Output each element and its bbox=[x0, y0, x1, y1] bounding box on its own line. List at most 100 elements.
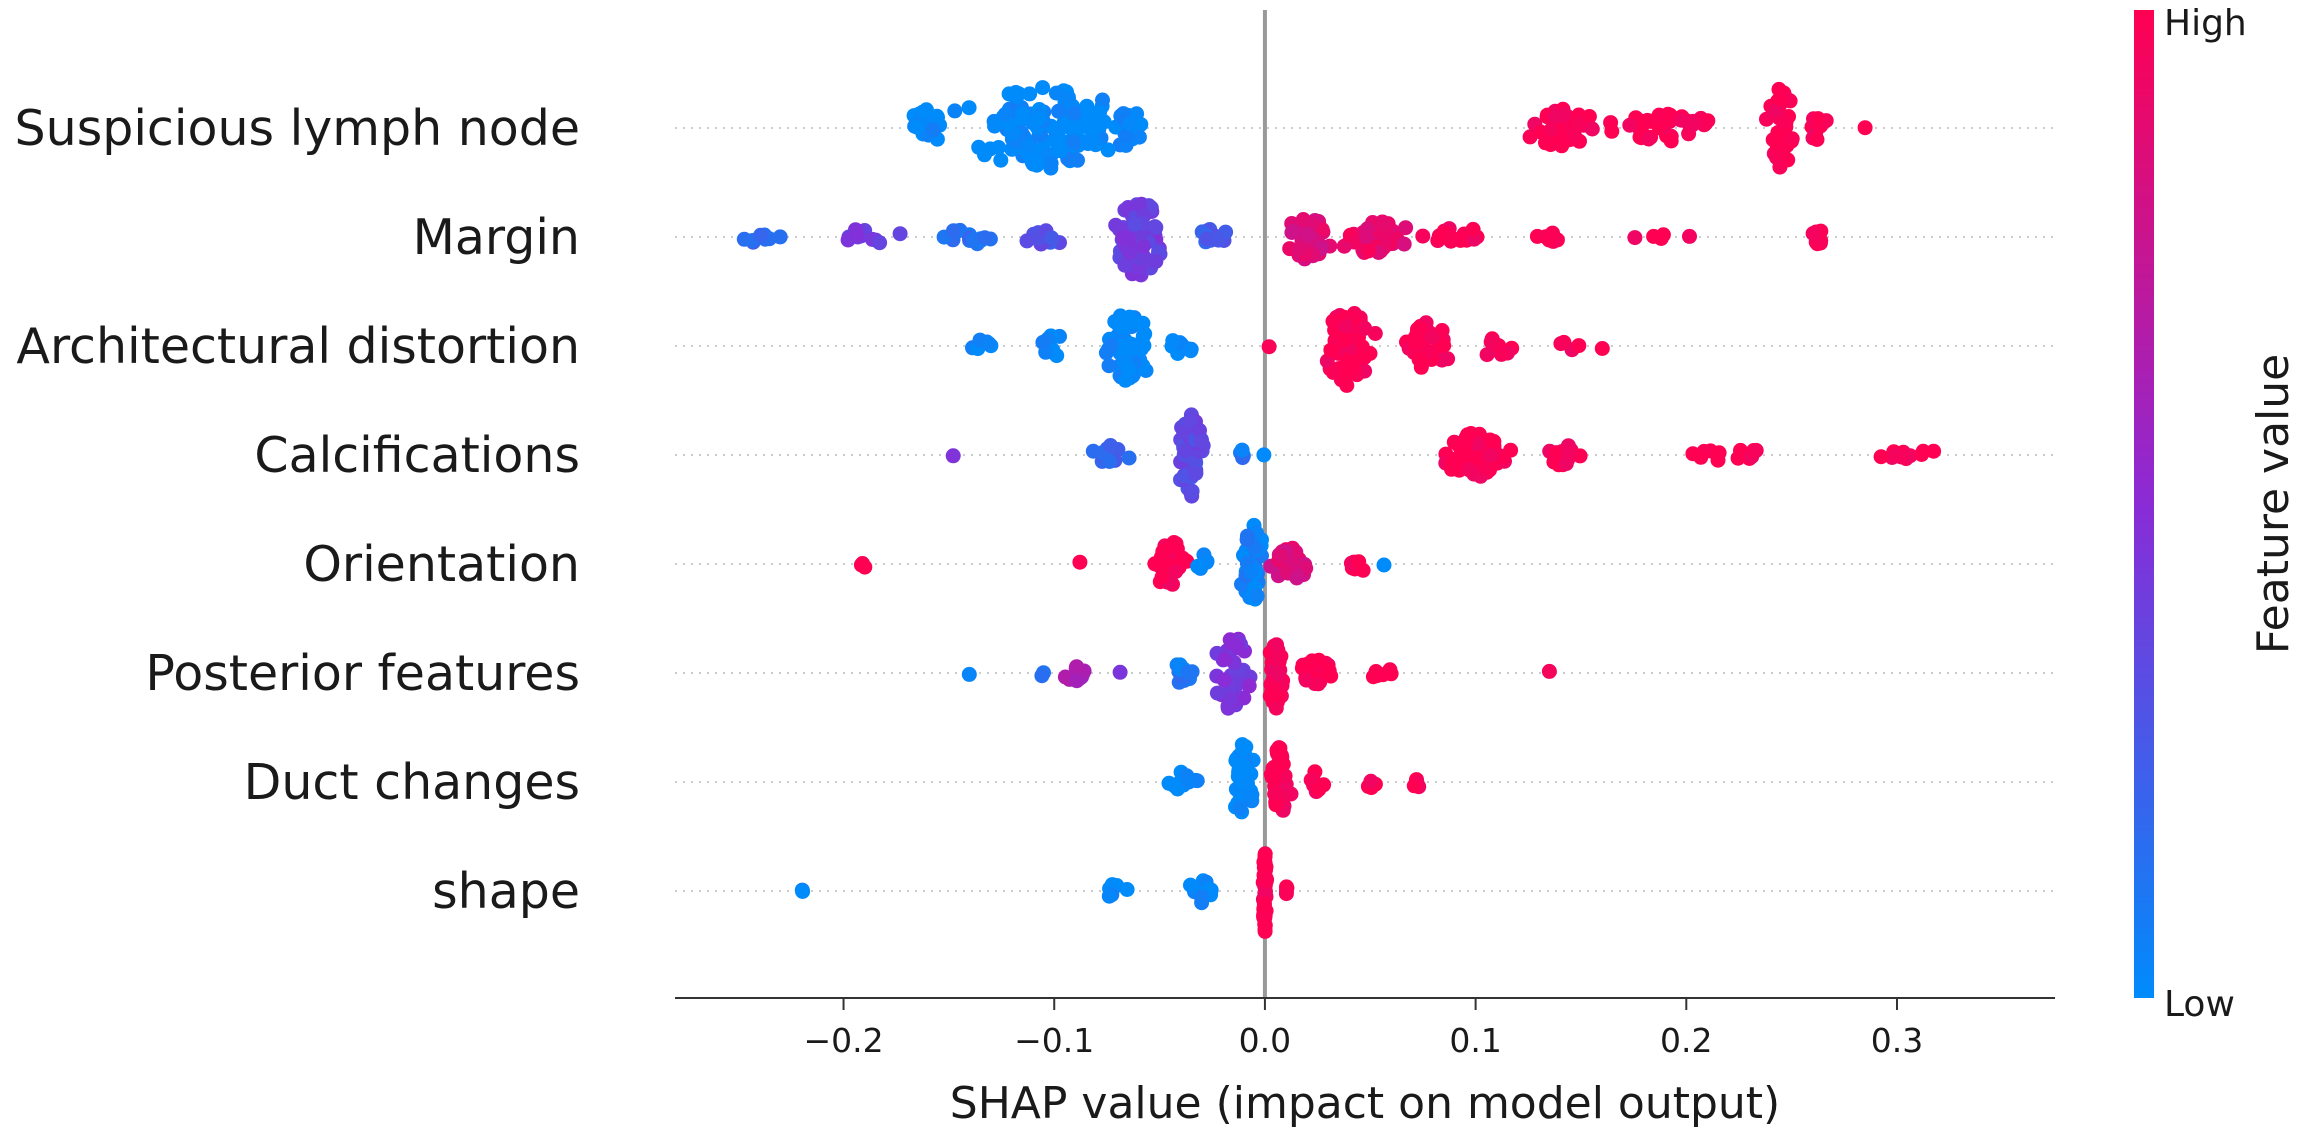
shap-point bbox=[1193, 889, 1209, 905]
shap-point bbox=[1148, 254, 1164, 269]
shap-point bbox=[1168, 563, 1184, 579]
shap-point bbox=[1065, 134, 1081, 150]
feature-label: Architectural distortion bbox=[16, 318, 580, 375]
shap-point bbox=[1503, 442, 1519, 458]
shap-point bbox=[1443, 229, 1459, 245]
shap-point bbox=[1175, 550, 1191, 566]
feature-label: Calcifications bbox=[254, 427, 580, 484]
shap-point bbox=[1376, 557, 1392, 573]
shap-point bbox=[1069, 659, 1085, 675]
beeswarm-points bbox=[736, 80, 1942, 939]
shap-point bbox=[1396, 236, 1412, 252]
shap-point bbox=[892, 226, 908, 242]
shap-point bbox=[1310, 676, 1326, 692]
shap-point bbox=[1663, 133, 1679, 149]
shap-point bbox=[1070, 152, 1085, 168]
shap-point bbox=[1181, 774, 1197, 790]
shap-point bbox=[1495, 345, 1511, 361]
shap-point bbox=[1857, 120, 1873, 136]
shap-point bbox=[1406, 336, 1422, 352]
shap-point bbox=[1594, 341, 1610, 356]
shap-point bbox=[1256, 897, 1272, 913]
shap-point bbox=[1187, 466, 1203, 482]
shap-point bbox=[1773, 145, 1789, 161]
shap-point bbox=[1190, 558, 1206, 574]
feature-label: Suspicious lymph node bbox=[15, 100, 580, 157]
shap-point bbox=[1270, 760, 1286, 775]
shap-point bbox=[1268, 650, 1284, 666]
shap-point bbox=[961, 666, 977, 682]
shap-point bbox=[1230, 640, 1246, 656]
shap-point bbox=[1216, 672, 1232, 688]
shap-point bbox=[1236, 764, 1252, 780]
shap-point bbox=[1249, 588, 1265, 604]
shap-point bbox=[872, 235, 888, 251]
x-axis-title: SHAP value (impact on model output) bbox=[950, 1078, 1780, 1129]
shap-point bbox=[1311, 782, 1327, 797]
shap-point bbox=[965, 231, 981, 247]
colorbar-gradient bbox=[2134, 10, 2154, 998]
shap-point bbox=[1080, 101, 1095, 117]
feature-label: Orientation bbox=[303, 536, 580, 593]
shap-point bbox=[1446, 434, 1462, 450]
shap-point bbox=[1291, 241, 1307, 257]
shap-point bbox=[1101, 888, 1117, 904]
shap-point bbox=[1278, 886, 1294, 902]
shap-point bbox=[1571, 338, 1587, 354]
shap-point bbox=[1406, 778, 1422, 794]
shap-point bbox=[1486, 434, 1502, 449]
shap-point bbox=[1120, 362, 1136, 377]
shap-point bbox=[981, 336, 997, 351]
shap-point bbox=[1772, 91, 1788, 107]
shap-point bbox=[1102, 454, 1117, 469]
shap-point bbox=[1161, 775, 1177, 791]
feature-label: Duct changes bbox=[244, 754, 580, 811]
shap-point bbox=[1652, 109, 1668, 125]
shap-point bbox=[971, 139, 987, 155]
shap-point bbox=[1209, 685, 1225, 701]
shap-point bbox=[916, 104, 932, 120]
shap-point bbox=[1147, 556, 1163, 572]
shap-point bbox=[1805, 226, 1821, 241]
shap-point bbox=[1116, 343, 1132, 359]
shap-point bbox=[1072, 554, 1088, 570]
shap-point bbox=[946, 223, 961, 239]
shap-point bbox=[1133, 116, 1149, 132]
shap-point bbox=[1176, 424, 1192, 440]
shap-point bbox=[1239, 532, 1255, 548]
shap-point bbox=[1051, 103, 1066, 119]
shap-point bbox=[1110, 316, 1126, 332]
shap-point bbox=[1066, 105, 1082, 121]
feature-label: shape bbox=[432, 863, 580, 920]
shap-point bbox=[1262, 688, 1278, 704]
shap-point bbox=[925, 122, 941, 138]
shap-point bbox=[1147, 219, 1163, 235]
shap-point bbox=[1127, 216, 1143, 232]
shap-point bbox=[1043, 155, 1059, 171]
shap-point bbox=[1733, 442, 1748, 458]
x-tick-label: 0.0 bbox=[1239, 1021, 1291, 1060]
shap-point bbox=[945, 448, 961, 464]
shap-point bbox=[1622, 117, 1638, 133]
shap-point bbox=[1034, 668, 1050, 684]
shap-point bbox=[1122, 245, 1137, 261]
shap-point bbox=[1682, 228, 1697, 244]
shap-point bbox=[1103, 337, 1119, 353]
shap-point bbox=[1154, 569, 1170, 585]
shap-point bbox=[1165, 333, 1181, 349]
shap-point bbox=[1271, 666, 1287, 682]
shap-point bbox=[947, 103, 963, 119]
shap-point bbox=[1026, 154, 1042, 170]
colorbar-low-label: Low bbox=[2164, 984, 2235, 1025]
shap-point bbox=[753, 227, 769, 243]
shap-point bbox=[1112, 664, 1128, 680]
shap-point bbox=[1641, 131, 1657, 147]
shap-point bbox=[1710, 452, 1726, 468]
shap-point bbox=[1926, 443, 1942, 459]
x-tick-label: −0.1 bbox=[1014, 1021, 1094, 1060]
shap-point bbox=[1696, 117, 1712, 133]
shap-point bbox=[853, 557, 869, 573]
shap-point bbox=[1103, 438, 1118, 453]
x-tick-label: −0.2 bbox=[803, 1021, 883, 1060]
shap-point bbox=[1267, 785, 1283, 801]
